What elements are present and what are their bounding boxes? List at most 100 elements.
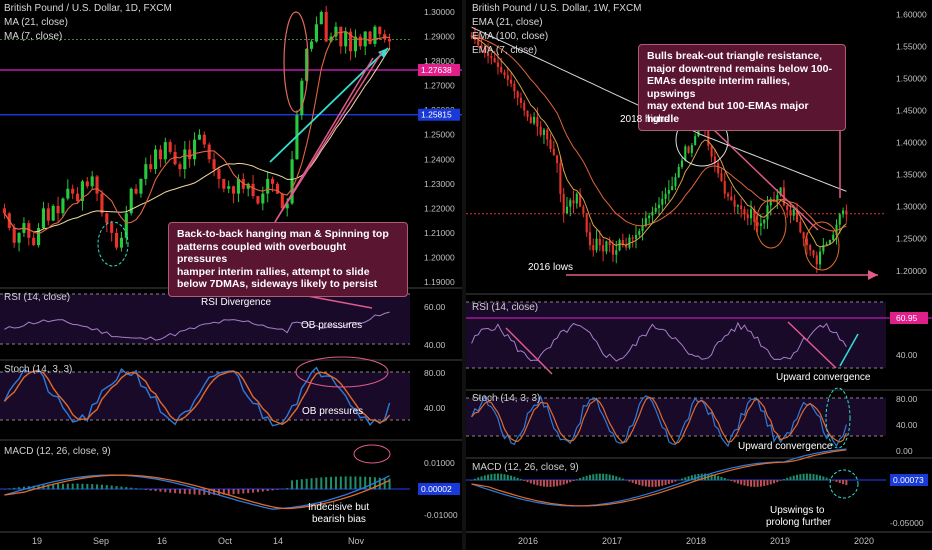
weekly-candle bbox=[592, 245, 595, 251]
daily-candle bbox=[12, 228, 16, 243]
daily-macd-histogram-bar bbox=[339, 476, 342, 490]
daily-macd-histogram-bar bbox=[315, 477, 318, 490]
weekly-candle bbox=[588, 232, 592, 246]
weekly-stoch-d-line bbox=[471, 396, 847, 445]
daily-candle bbox=[236, 178, 240, 194]
weekly-candle bbox=[710, 145, 713, 157]
weekly-candle bbox=[677, 166, 680, 178]
weekly-macd-histogram-bar bbox=[674, 480, 677, 482]
weekly-candle bbox=[638, 231, 641, 235]
daily-macd-histogram-bar bbox=[271, 489, 274, 491]
weekly-candle bbox=[625, 245, 628, 248]
weekly-macd-histogram-bar bbox=[493, 473, 496, 481]
daily-candle bbox=[188, 149, 192, 160]
daily-macd-histogram-bar bbox=[174, 489, 177, 494]
weekly-macd-histogram-bar bbox=[585, 475, 588, 481]
weekly-macd-histogram-bar bbox=[687, 476, 690, 481]
weekly-macd-histogram-bar bbox=[733, 480, 736, 483]
daily-stoch-circle bbox=[295, 356, 389, 388]
weekly-macd-histogram-bar bbox=[506, 474, 509, 481]
weekly-macd-histogram-bar bbox=[483, 475, 486, 481]
daily-candle bbox=[344, 31, 348, 47]
weekly-support-arrowhead bbox=[868, 270, 878, 280]
daily-rsi-line bbox=[4, 311, 390, 341]
weekly-macd-histogram-bar bbox=[602, 473, 605, 481]
daily-price-tick: 1.28000 bbox=[424, 56, 455, 66]
weekly-macd-histogram-bar bbox=[575, 479, 578, 481]
daily-high-ellipse bbox=[283, 11, 309, 113]
weekly-macd-histogram-bar bbox=[667, 480, 670, 484]
daily-price-tick: 1.27000 bbox=[424, 81, 455, 91]
daily-candle bbox=[37, 228, 41, 246]
weekly-macd-histogram-bar bbox=[658, 480, 660, 487]
weekly-macd-histogram-bar bbox=[539, 480, 542, 487]
weekly-candle bbox=[684, 146, 687, 161]
weekly-macd-histogram-bar bbox=[799, 474, 802, 481]
weekly-candle bbox=[661, 198, 664, 205]
weekly-candle bbox=[480, 45, 483, 48]
weekly-macd-histogram-bar bbox=[523, 480, 526, 481]
daily-macd-histogram-bar bbox=[300, 479, 303, 490]
daily-macd-histogram-bar bbox=[310, 478, 313, 490]
daily-macd-histogram-bar bbox=[144, 489, 147, 490]
weekly-macd-histogram-bar bbox=[828, 478, 831, 481]
weekly-macd-histogram-bar bbox=[605, 473, 608, 481]
weekly-candle bbox=[687, 146, 690, 153]
weekly-macd-histogram-bar bbox=[819, 475, 822, 481]
daily-candle bbox=[163, 142, 167, 160]
weekly-candle bbox=[615, 250, 618, 255]
weekly-candle bbox=[842, 210, 845, 215]
daily-macd-histogram-bar bbox=[66, 483, 69, 490]
weekly-macd-histogram-bar bbox=[720, 476, 723, 481]
weekly-macd-histogram-bar bbox=[717, 475, 720, 481]
daily-candle bbox=[378, 26, 382, 35]
weekly-macd-histogram-bar bbox=[608, 474, 611, 481]
legend-ema100: EMA (100, close) bbox=[472, 31, 549, 42]
weekly-macd-histogram-bar bbox=[759, 480, 762, 487]
weekly-candle bbox=[539, 126, 542, 135]
weekly-macd-histogram-bar bbox=[789, 476, 792, 481]
daily-candle bbox=[173, 151, 177, 165]
daily-rsi-label: RSI (14, close) bbox=[4, 292, 71, 303]
weekly-candle bbox=[569, 200, 572, 207]
weekly-macd-histogram-bar bbox=[822, 476, 825, 481]
weekly-macd-histogram-bar bbox=[730, 480, 733, 482]
daily-chart-svg: 1.300001.290001.280001.270001.260001.250… bbox=[0, 0, 462, 550]
daily-x-tick: Sep bbox=[93, 536, 109, 546]
daily-candle bbox=[271, 178, 275, 184]
daily-candle bbox=[139, 178, 143, 194]
weekly-candle bbox=[611, 245, 615, 255]
weekly-price-tick: 1.55000 bbox=[896, 41, 927, 51]
weekly-macd-histogram-bar bbox=[513, 476, 516, 481]
daily-macd-histogram-bar bbox=[281, 488, 284, 490]
daily-macd-note-1: Indecisive but bbox=[308, 502, 370, 513]
weekly-macd-histogram-bar bbox=[496, 473, 499, 481]
daily-candle bbox=[76, 193, 80, 201]
weekly-candle bbox=[796, 209, 799, 223]
weekly-macd-histogram-bar bbox=[769, 480, 772, 485]
weekly-candle bbox=[533, 116, 536, 124]
weekly-low-circle-2 bbox=[804, 221, 840, 271]
weekly-macd-tag: 0.00073 bbox=[893, 475, 924, 485]
weekly-macd-histogram-bar bbox=[766, 480, 769, 486]
weekly-macd-histogram-bar bbox=[648, 480, 651, 487]
weekly-candle bbox=[487, 52, 490, 57]
weekly-macd-histogram-bar bbox=[825, 477, 828, 481]
daily-candle bbox=[290, 159, 294, 204]
note-2018-highs: 2018 highs bbox=[620, 114, 669, 125]
daily-macd-histogram-bar bbox=[320, 477, 323, 490]
daily-price-tick: 1.21000 bbox=[424, 228, 455, 238]
weekly-macd-tag-bg bbox=[890, 474, 928, 486]
daily-candle bbox=[207, 144, 211, 160]
daily-price-tag-1-bg bbox=[418, 63, 460, 76]
daily-macd-tag: 0.00002 bbox=[421, 484, 452, 494]
daily-candle bbox=[61, 198, 65, 214]
daily-candle bbox=[358, 36, 362, 47]
daily-macd-histogram-bar bbox=[359, 476, 362, 490]
daily-candle bbox=[129, 188, 133, 214]
weekly-macd-histogram-bar bbox=[569, 480, 572, 483]
weekly-callout-line-1: Bulls break-out triangle resistance, bbox=[647, 50, 823, 62]
weekly-stoch-tick: 80.00 bbox=[896, 394, 918, 404]
weekly-macd-histogram-bar bbox=[562, 480, 565, 485]
weekly-x-tick: 2018 bbox=[686, 536, 706, 546]
